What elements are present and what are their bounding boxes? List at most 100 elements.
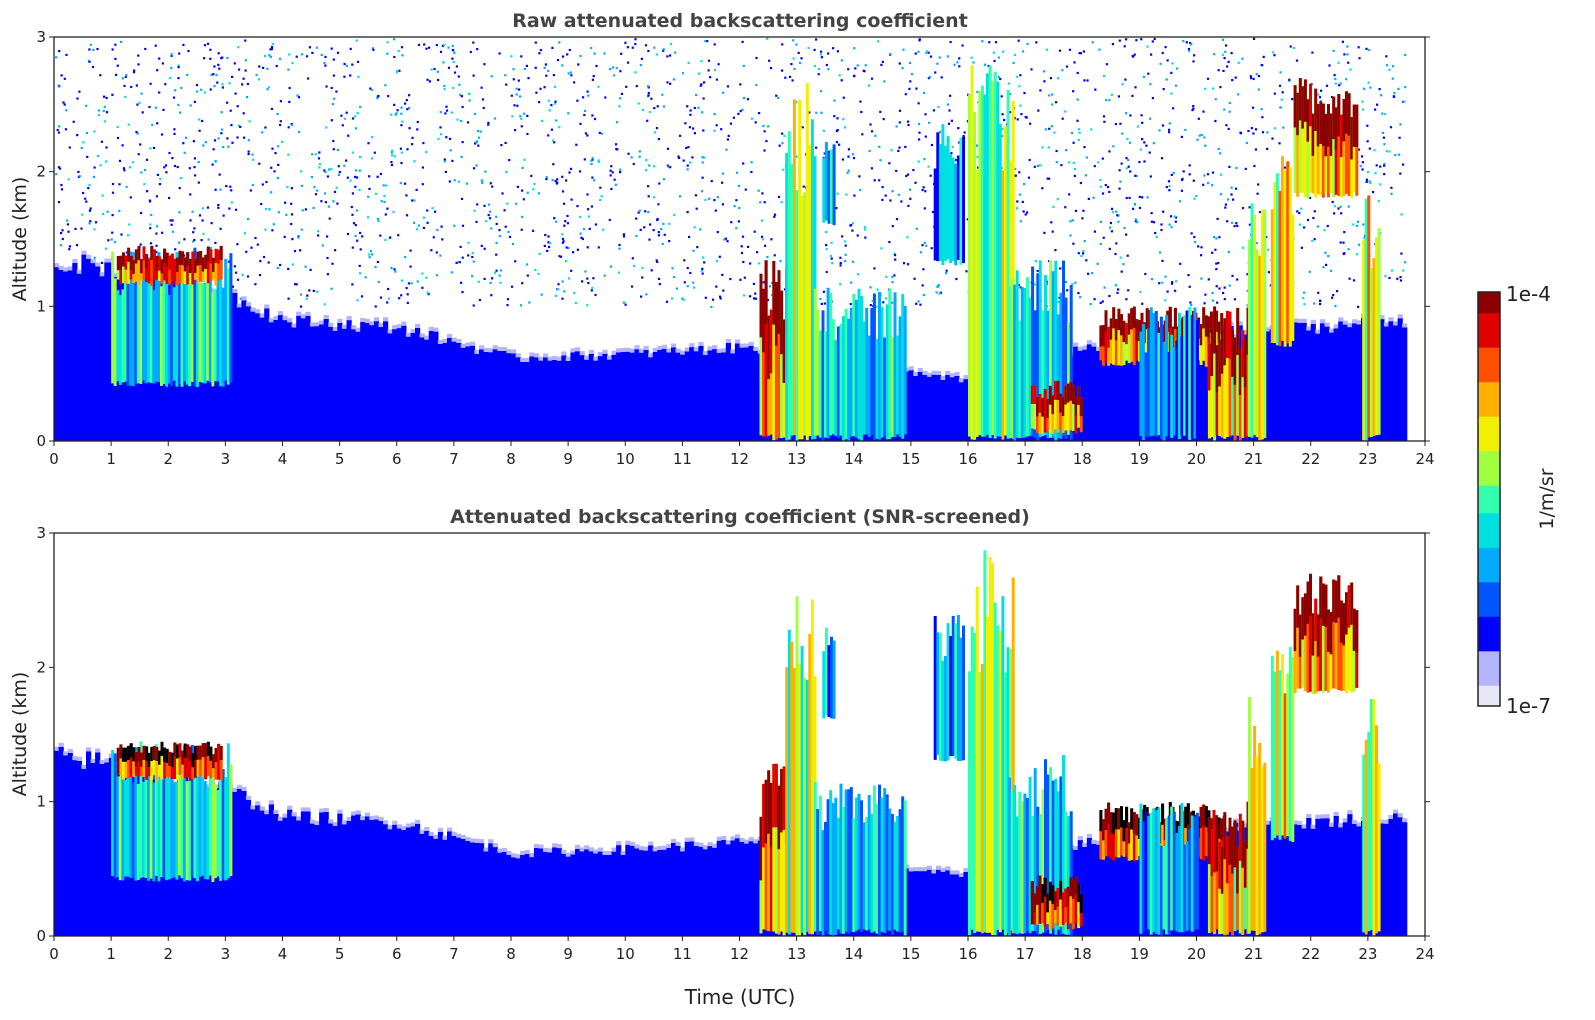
boundary-layer-fringe bbox=[296, 311, 302, 316]
cloud-streak bbox=[1041, 789, 1045, 933]
boundary-layer-fringe bbox=[1077, 836, 1083, 841]
noise-pixel bbox=[992, 51, 995, 54]
noise-pixel bbox=[1390, 269, 1394, 272]
noise-pixel bbox=[125, 74, 128, 77]
noise-pixel bbox=[1149, 175, 1152, 178]
noise-pixel bbox=[87, 187, 90, 190]
cloud-streak bbox=[818, 330, 822, 438]
noise-pixel bbox=[1363, 237, 1366, 240]
noise-pixel bbox=[1115, 210, 1118, 213]
noise-pixel bbox=[682, 159, 685, 162]
cloud-streak bbox=[191, 251, 195, 285]
cloud-streak bbox=[1223, 318, 1227, 439]
noise-pixel bbox=[523, 67, 526, 70]
boundary-layer-column bbox=[428, 330, 434, 441]
noise-pixel bbox=[820, 56, 823, 59]
noise-pixel bbox=[1138, 195, 1141, 198]
boundary-layer-fringe bbox=[949, 870, 955, 875]
boundary-layer-fringe bbox=[716, 836, 722, 841]
noise-pixel bbox=[1136, 221, 1139, 224]
noise-pixel bbox=[1233, 225, 1236, 228]
noise-pixel bbox=[168, 196, 171, 200]
cloud-streak bbox=[1332, 96, 1336, 198]
cloud-streak bbox=[1023, 288, 1027, 438]
boundary-layer-fringe bbox=[424, 827, 430, 831]
noise-pixel bbox=[611, 171, 614, 174]
cloud-feature bbox=[1008, 260, 1073, 441]
boundary-layer-column bbox=[657, 850, 663, 936]
boundary-layer-fringe bbox=[259, 806, 265, 811]
noise-pixel bbox=[1288, 78, 1291, 81]
noise-pixel bbox=[868, 84, 871, 87]
noise-pixel bbox=[267, 261, 270, 264]
noise-pixel bbox=[431, 207, 434, 210]
noise-pixel bbox=[699, 84, 702, 87]
noise-pixel bbox=[405, 214, 409, 217]
noise-pixel bbox=[648, 111, 651, 114]
cloud-streak bbox=[857, 793, 861, 930]
noise-pixel bbox=[1077, 252, 1080, 255]
cloud-core bbox=[1207, 316, 1211, 338]
noise-pixel bbox=[197, 161, 200, 164]
cloud-streak bbox=[1296, 92, 1300, 197]
noise-pixel bbox=[723, 238, 726, 241]
noise-pixel bbox=[455, 261, 458, 264]
noise-pixel bbox=[646, 119, 649, 122]
noise-pixel bbox=[475, 220, 478, 223]
noise-pixel bbox=[460, 95, 463, 98]
boundary-layer-column bbox=[1306, 330, 1312, 441]
boundary-layer-fringe bbox=[529, 352, 535, 357]
noise-pixel bbox=[544, 63, 547, 66]
cloud-core bbox=[1314, 88, 1318, 131]
noise-pixel bbox=[1337, 207, 1340, 210]
noise-pixel bbox=[997, 76, 1000, 79]
noise-pixel bbox=[1331, 296, 1334, 299]
cloud-streak bbox=[975, 169, 979, 437]
noise-pixel bbox=[300, 228, 303, 231]
noise-pixel bbox=[499, 281, 502, 284]
noise-pixel bbox=[1217, 261, 1220, 265]
noise-pixel bbox=[737, 184, 741, 187]
noise-pixel bbox=[908, 61, 912, 64]
noise-pixel bbox=[773, 213, 777, 216]
noise-pixel bbox=[519, 95, 522, 98]
noise-pixel bbox=[1191, 109, 1194, 112]
noise-pixel bbox=[671, 267, 674, 270]
noise-pixel bbox=[695, 207, 698, 210]
noise-pixel bbox=[1360, 155, 1364, 158]
boundary-layer-fringe bbox=[1383, 322, 1390, 327]
noise-pixel bbox=[237, 46, 240, 49]
noise-pixel bbox=[150, 213, 153, 217]
noise-pixel bbox=[1230, 221, 1234, 224]
noise-pixel bbox=[822, 129, 825, 132]
boundary-layer-fringe bbox=[1315, 814, 1321, 819]
noise-pixel bbox=[931, 210, 935, 214]
boundary-layer-fringe bbox=[1297, 318, 1303, 323]
cloud-streak bbox=[1001, 596, 1005, 930]
boundary-layer-column bbox=[1383, 823, 1390, 936]
cloud-streak bbox=[175, 781, 179, 880]
noise-pixel bbox=[749, 295, 752, 298]
noise-pixel bbox=[439, 50, 443, 53]
cloud-streak bbox=[1342, 603, 1346, 691]
noise-pixel bbox=[891, 301, 894, 304]
noise-pixel bbox=[869, 304, 872, 307]
x-tick-label: 6 bbox=[392, 945, 402, 963]
noise-pixel bbox=[247, 150, 250, 153]
x-tick-label: 7 bbox=[449, 945, 459, 963]
boundary-layer-fringe bbox=[277, 816, 284, 821]
noise-pixel bbox=[547, 99, 550, 102]
noise-pixel bbox=[288, 53, 291, 56]
boundary-layer-column bbox=[958, 876, 965, 936]
noise-pixel bbox=[227, 145, 230, 148]
noise-pixel bbox=[1065, 65, 1069, 68]
noise-pixel bbox=[234, 92, 237, 95]
cloud-core bbox=[1334, 580, 1338, 623]
noise-pixel bbox=[471, 255, 474, 259]
noise-pixel bbox=[1357, 305, 1360, 308]
boundary-layer-column bbox=[721, 352, 727, 441]
boundary-layer-column bbox=[1109, 338, 1115, 441]
noise-pixel bbox=[1110, 93, 1113, 96]
noise-pixel bbox=[950, 119, 953, 122]
cloud-core bbox=[1220, 326, 1224, 374]
